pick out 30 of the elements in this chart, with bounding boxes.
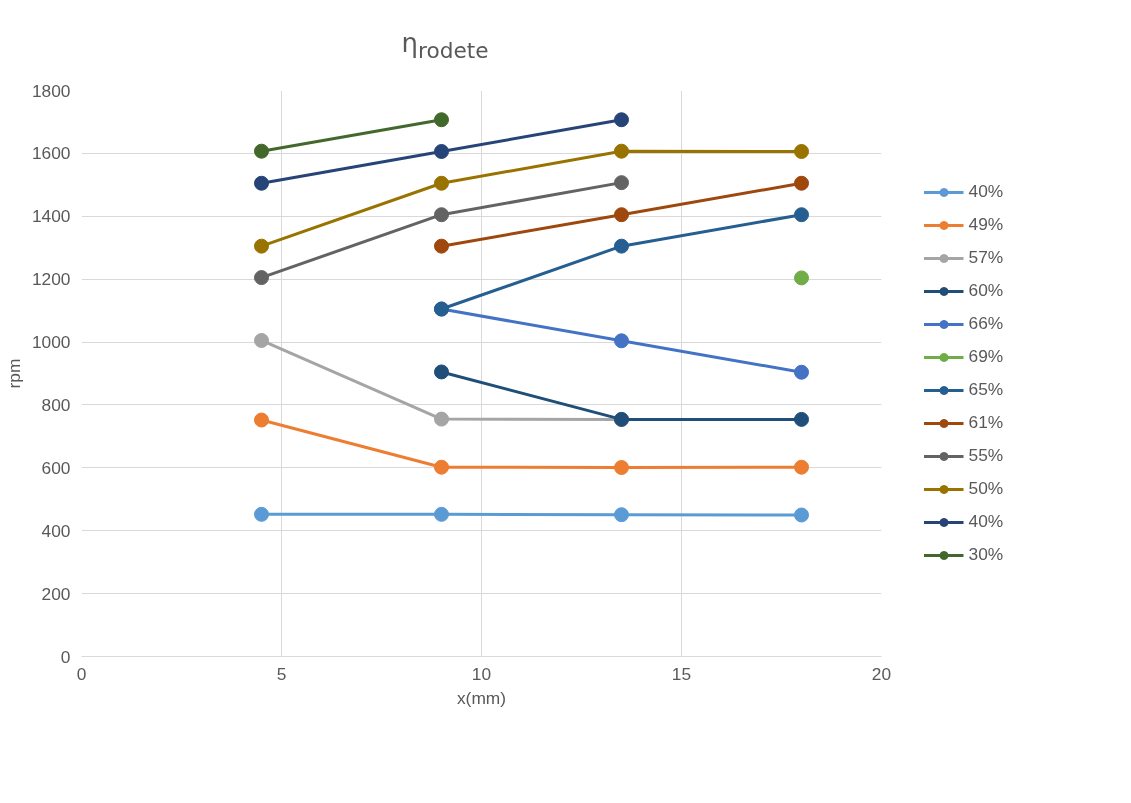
y-tick-label: 1800 bbox=[31, 80, 71, 101]
x-tick-label: 0 bbox=[76, 663, 87, 684]
y-tick-label: 1200 bbox=[31, 269, 71, 290]
legend-label: 40% bbox=[968, 181, 1005, 202]
y-tick-label: 400 bbox=[41, 520, 71, 541]
legend-label: 50% bbox=[968, 478, 1005, 499]
x-tick-label: 5 bbox=[276, 663, 287, 684]
y-tick-label: 800 bbox=[41, 394, 71, 415]
y-tick-label: 1000 bbox=[31, 332, 71, 353]
y-axis-title: rpm bbox=[3, 358, 24, 389]
y-tick-label: 200 bbox=[41, 583, 71, 604]
chart-title: η$_{rodete}$ bbox=[401, 27, 489, 66]
x-tick-label: 10 bbox=[471, 663, 492, 684]
legend-label: 55% bbox=[968, 445, 1005, 466]
legend-label: 66% bbox=[968, 313, 1005, 334]
legend-label: 30% bbox=[968, 544, 1005, 565]
legend-label: 57% bbox=[968, 247, 1005, 268]
y-tick-label: 600 bbox=[41, 457, 71, 478]
legend-label: 65% bbox=[968, 379, 1005, 400]
y-tick-label: 0 bbox=[60, 646, 71, 667]
legend-label: 60% bbox=[968, 280, 1005, 301]
legend-label: 61% bbox=[968, 412, 1005, 433]
x-axis-title: x(mm) bbox=[456, 687, 507, 708]
legend-label: 49% bbox=[968, 214, 1005, 235]
y-tick-label: 1600 bbox=[31, 143, 71, 164]
x-tick-label: 15 bbox=[671, 663, 692, 684]
x-tick-label: 20 bbox=[871, 663, 892, 684]
legend-label: 40% bbox=[968, 511, 1005, 532]
legend-label: 69% bbox=[968, 346, 1005, 367]
y-tick-label: 1400 bbox=[31, 206, 71, 227]
